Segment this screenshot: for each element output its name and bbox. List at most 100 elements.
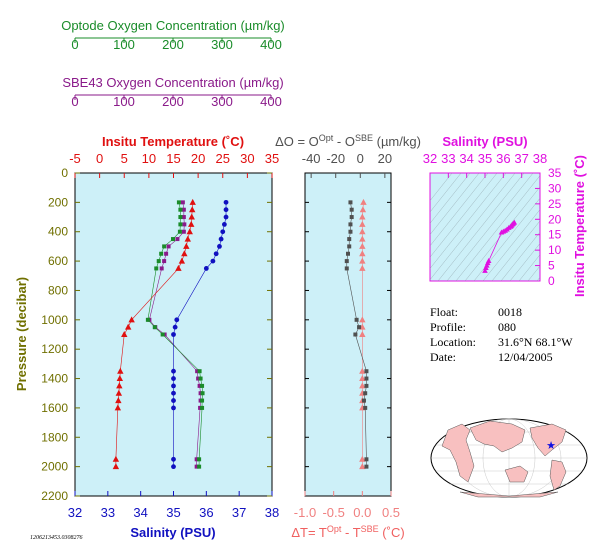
sbe43-oxygen-point [197, 383, 202, 388]
ts-isopycnal [455, 175, 540, 281]
optode-oxygen-point [178, 215, 183, 220]
temperature-point [115, 397, 122, 404]
temperature-point [115, 389, 123, 396]
pressure-axis-title: Pressure (decibar) [14, 277, 29, 391]
info-float-value: 0018 [498, 305, 522, 319]
info-profile-label: Profile: [430, 320, 466, 334]
delta-o-point [347, 237, 352, 242]
ts-isopycnal [430, 173, 507, 269]
ts-isopycnal [430, 173, 516, 281]
temperature-axis-tick-label: 20 [191, 151, 205, 166]
delta-t-point [359, 463, 366, 470]
temperature-point [112, 455, 120, 462]
delta-o-point [346, 251, 350, 256]
delta-o-axis-tick-label: -40 [302, 151, 321, 166]
ts-inset: Salinity (PSU) 32 33 34 35 36 37 38 Insitu Tem… [423, 134, 587, 297]
optode-axis: Optode Oxygen Concentration (µm/kg) 0 100… [61, 18, 285, 52]
ts-point [498, 229, 505, 235]
map-asia [469, 420, 526, 453]
sbe43-oxygen-point [166, 244, 171, 249]
delta-t-point [359, 220, 366, 227]
sbe43-oxygen-point [182, 222, 187, 227]
delta-o-point [344, 259, 349, 264]
ts-point [482, 267, 488, 273]
temperature-point [124, 323, 132, 330]
delta-t-axis-tick-label: 0.0 [353, 505, 371, 520]
ts-salinity-axis-tick-label: 37 [514, 151, 528, 166]
delta-t-point [359, 331, 366, 337]
delta-t-point [359, 367, 366, 374]
delta-o-point [361, 398, 366, 403]
salinity-point [210, 258, 216, 264]
delta-o-point [364, 369, 369, 374]
optode-axis-tick-label: 100 [113, 37, 135, 52]
delta-o-point [348, 200, 353, 205]
salinity-point [171, 376, 176, 381]
delta-o-point [363, 405, 368, 410]
temperature-axis-tick-label: 5 [121, 151, 128, 166]
salinity-point [171, 368, 176, 374]
main-panel: Insitu Temperature (˚C) -5 0 5 10 15 20 25 30 35… [14, 134, 279, 540]
map-australia [504, 465, 529, 483]
temperature-point [189, 206, 196, 213]
float-info: Float: 0018 Profile: 080 Location: 31.6°N 6… [430, 305, 573, 365]
temperature-axis-tick-label: 0 [96, 151, 103, 166]
delta-o-point [363, 391, 368, 396]
ts-isopycnal [446, 173, 534, 281]
delta-o-point [364, 464, 369, 469]
ts-salinity-axis-tick-label: 38 [533, 151, 547, 166]
delta-o-axis-tick-label: -20 [326, 151, 345, 166]
sbe43-axis-title: SBE43 Oxygen Concentration (µm/kg) [62, 75, 283, 90]
salinity-point [223, 199, 229, 205]
salinity-point [223, 207, 229, 213]
ts-salinity-axis-tick-label: 36 [496, 151, 510, 166]
ts-temperature-axis-tick-label: 15 [548, 228, 562, 242]
sbe43-axis-tick-label: 400 [260, 94, 282, 109]
salinity-point [171, 398, 176, 403]
temperature-point [189, 198, 196, 205]
optode-oxygen-point [159, 251, 164, 256]
delta-o-axis-tick-label: 20 [378, 151, 392, 166]
sbe43-axis-tick-label: 0 [71, 94, 78, 109]
optode-oxygen-point [178, 207, 183, 212]
salinity-point [171, 390, 176, 396]
ts-isopycnal [430, 173, 498, 258]
info-date-label: Date: [430, 350, 456, 364]
ts-inset-background [429, 172, 541, 282]
delta-t-axis-tick-label: -1.0 [294, 505, 316, 520]
sbe43-oxygen-point [159, 266, 164, 271]
delta-t-axis-tick-label: -0.5 [322, 505, 344, 520]
temperature-point [184, 235, 191, 242]
salinity-axis-tick-label: 34 [133, 505, 147, 520]
info-float-row: Float: 0018 [430, 305, 573, 320]
ts-temperature-axis-title: Insitu Temperature (˚C) [572, 155, 587, 297]
delta-o-point [347, 244, 352, 249]
delta-t-point [359, 213, 366, 220]
temperature-point [181, 250, 188, 257]
optode-oxygen-point [200, 383, 205, 388]
pressure-axis-tick-label: 1400 [41, 372, 68, 386]
salinity-point [171, 332, 176, 337]
optode-axis-tick-label: 400 [260, 37, 282, 52]
temperature-point [188, 213, 195, 220]
delta-panel: ΔO = OOpt - OSBE (µm/kg) -40 -20 0 20 ΔT= T… [275, 133, 421, 540]
ts-isopycnal [430, 173, 489, 247]
optode-oxygen-point [176, 200, 181, 205]
ts-salinity-axis-title: Salinity (PSU) [442, 134, 527, 149]
ts-isopycnal [536, 276, 540, 281]
info-location-value: 31.6°N 68.1°W [498, 335, 573, 349]
ts-temperature-axis-tick-label: 30 [548, 181, 562, 195]
world-map: ★ [430, 418, 588, 498]
sbe43-oxygen-point [196, 376, 201, 381]
pressure-axis-tick-label: 600 [48, 254, 68, 268]
ts-isopycnal [430, 173, 471, 224]
delta-t-point [359, 382, 366, 389]
pressure-axis-tick-label: 400 [48, 225, 68, 239]
sbe43-axis: SBE43 Oxygen Concentration (µm/kg) 0 100 2… [62, 75, 283, 109]
delta-t-point [359, 455, 366, 462]
delta-o-point [349, 207, 354, 212]
sbe43-axis-tick-label: 200 [162, 94, 184, 109]
pressure-axis-tick-label: 1600 [41, 401, 68, 415]
optode-oxygen-point [152, 325, 157, 330]
